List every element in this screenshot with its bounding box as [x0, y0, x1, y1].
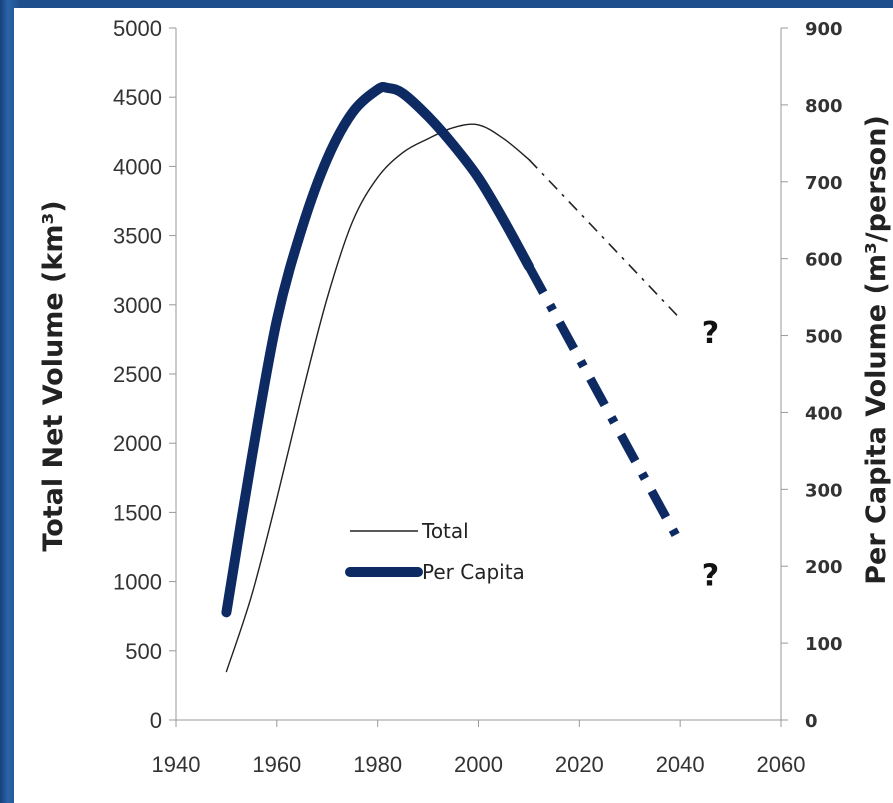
- y-left-tick-label: 0: [150, 708, 162, 733]
- y-left-tick-label: 5000: [113, 16, 162, 41]
- y-right-tick-label: 300: [805, 480, 843, 501]
- y-right-tick-label: 100: [805, 634, 843, 655]
- total-projection-line: [528, 158, 681, 320]
- y-right-tick-label: 0: [805, 711, 818, 732]
- y-left-tick-label: 4000: [113, 154, 162, 179]
- per-capita-projection-line: [524, 264, 685, 546]
- x-tick-label: 1960: [252, 752, 301, 777]
- y-left-tick-label: 3500: [113, 224, 162, 249]
- y-left-tick-label: 2500: [113, 362, 162, 387]
- y-right-tick-label: 500: [805, 327, 843, 348]
- axes: [169, 27, 788, 727]
- y-left-tick-label: 1000: [113, 570, 162, 595]
- y-left-tick-label: 3000: [113, 293, 162, 318]
- question-mark-annotation: ?: [702, 558, 719, 593]
- question-mark-annotation: ?: [702, 316, 719, 351]
- legend: Total Per Capita: [345, 519, 525, 584]
- total-series-line: [225, 123, 530, 673]
- per-capita-series-line: [221, 81, 534, 618]
- x-tick-label: 2040: [656, 752, 705, 777]
- y-axis-left-title: Total Net Volume (km³): [38, 200, 69, 551]
- y-left-tick-label: 1500: [113, 500, 162, 525]
- x-tick-label: 1980: [353, 752, 402, 777]
- annotations: ??: [702, 316, 719, 593]
- y-left-tick-label: 500: [125, 639, 162, 664]
- legend-label-total: Total: [421, 519, 469, 543]
- y-right-tick-label: 600: [805, 250, 843, 271]
- y-left-tick-label: 2000: [113, 431, 162, 456]
- y-right-tick-label: 700: [805, 173, 843, 194]
- x-tick-label: 2000: [454, 752, 503, 777]
- y-axis-right-title: Per Capita Volume (m³/person): [861, 115, 892, 585]
- x-tick-label: 2060: [757, 752, 806, 777]
- x-tick-label: 1940: [152, 752, 201, 777]
- tick-labels: 0500100015002000250030003500400045005000…: [113, 16, 843, 777]
- legend-label-per-capita: Per Capita: [422, 560, 525, 584]
- series-lines: [221, 81, 685, 673]
- x-tick-label: 2020: [555, 752, 604, 777]
- y-right-tick-label: 900: [805, 19, 843, 40]
- y-left-tick-label: 4500: [113, 85, 162, 110]
- y-right-tick-label: 800: [805, 96, 843, 117]
- y-right-tick-label: 200: [805, 557, 843, 578]
- y-right-tick-label: 400: [805, 403, 843, 424]
